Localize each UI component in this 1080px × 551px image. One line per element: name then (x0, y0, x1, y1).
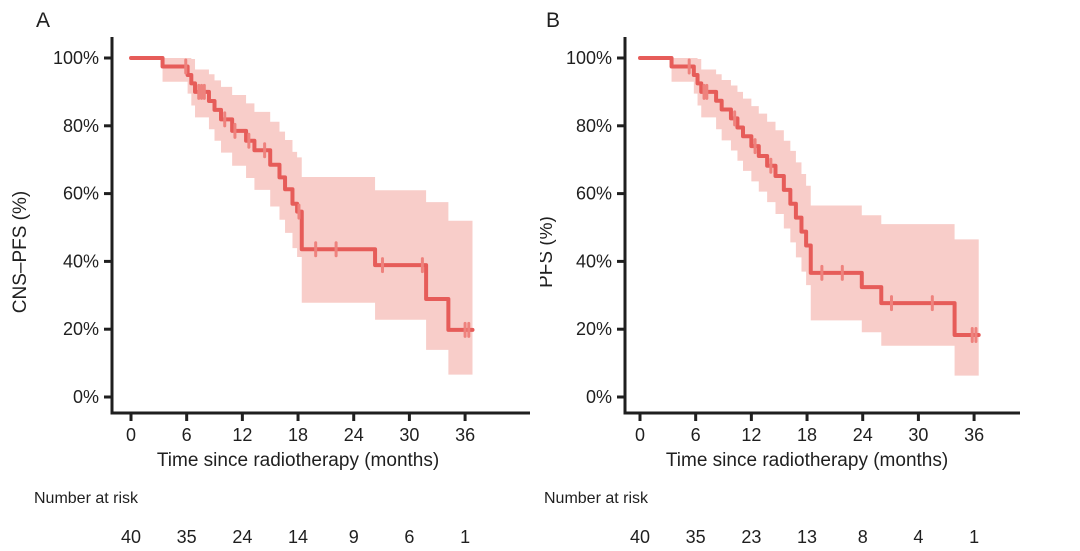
x-axis-title: Time since radiotherapy (months) (666, 450, 948, 471)
y-tick-label: 80% (576, 116, 612, 136)
y-tick-label: 100% (53, 48, 99, 68)
x-tick-label: 18 (288, 425, 308, 445)
survival-curve (129, 56, 475, 332)
x-tick-label: 36 (964, 425, 984, 445)
x-tick-label: 12 (741, 425, 761, 445)
x-tick-label: 36 (455, 425, 475, 445)
confidence-band (671, 58, 979, 376)
y-tick-label: 20% (576, 319, 612, 339)
y-tick-label: 80% (63, 116, 99, 136)
risk-value: 23 (741, 527, 761, 547)
risk-value: 4 (913, 527, 923, 547)
panel-letter: A (36, 9, 50, 32)
y-tick-label: 0% (586, 387, 612, 407)
panel-letter: B (546, 9, 560, 32)
risk-value: 24 (232, 527, 252, 547)
survival-curve (638, 56, 981, 337)
risk-value: 1 (969, 527, 979, 547)
x-tick-label: 6 (691, 425, 701, 445)
x-tick-label: 18 (797, 425, 817, 445)
x-tick-label: 0 (635, 425, 645, 445)
risk-table-label: Number at risk (544, 490, 649, 507)
risk-value: 40 (121, 527, 141, 547)
risk-value: 9 (349, 527, 359, 547)
y-axis-title: PFS (%) (540, 216, 557, 288)
risk-value: 40 (630, 527, 650, 547)
risk-value: 35 (686, 527, 706, 547)
x-tick-label: 24 (853, 425, 873, 445)
y-tick-label: 100% (566, 48, 612, 68)
x-tick-label: 12 (232, 425, 252, 445)
risk-value: 8 (858, 527, 868, 547)
risk-table-label: Number at risk (34, 490, 139, 507)
x-tick-label: 0 (126, 425, 136, 445)
y-tick-label: 0% (73, 387, 99, 407)
y-tick-label: 60% (576, 184, 612, 204)
y-tick-label: 60% (63, 184, 99, 204)
y-axis-title: CNS–PFS (%) (10, 191, 31, 313)
panel-a-cns-pfs-chart: 0% 20% 40% 60% 80% 100% 0 6 12 18 24 30 36 Time since… (10, 9, 530, 547)
risk-value: 35 (177, 527, 197, 547)
risk-value: 6 (404, 527, 414, 547)
x-tick-label: 24 (344, 425, 364, 445)
y-tick-label: 40% (576, 251, 612, 271)
x-tick-label: 30 (399, 425, 419, 445)
x-tick-label: 6 (182, 425, 192, 445)
risk-value: 13 (797, 527, 817, 547)
risk-value: 1 (460, 527, 470, 547)
risk-value: 14 (288, 527, 308, 547)
y-tick-label: 40% (63, 251, 99, 271)
x-axis-title: Time since radiotherapy (months) (157, 450, 439, 471)
y-tick-label: 20% (63, 319, 99, 339)
confidence-band (162, 58, 473, 375)
x-tick-label: 30 (908, 425, 928, 445)
